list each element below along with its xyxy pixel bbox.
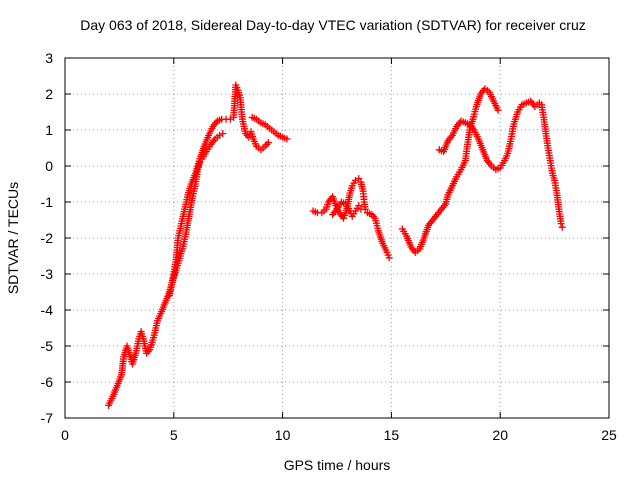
data-point — [357, 205, 365, 213]
data-series — [398, 85, 566, 256]
data-points — [105, 81, 566, 409]
data-point — [494, 106, 502, 114]
data-series — [105, 130, 227, 409]
y-tick-label: -2 — [41, 230, 54, 246]
y-tick-label: -6 — [41, 374, 54, 390]
y-tick-label: -3 — [41, 266, 54, 282]
data-series — [309, 175, 393, 262]
x-tick-label: 0 — [61, 427, 69, 443]
data-point — [219, 130, 227, 138]
y-tick-label: -5 — [41, 338, 54, 354]
x-axis-label: GPS time / hours — [284, 457, 391, 473]
data-series — [248, 113, 291, 143]
x-tick-label: 15 — [384, 427, 400, 443]
x-tick-label: 25 — [601, 427, 617, 443]
y-tick-label: 3 — [45, 50, 53, 66]
data-point — [557, 220, 565, 228]
data-point — [385, 254, 393, 262]
x-tick-label: 10 — [275, 427, 291, 443]
data-point — [283, 135, 291, 143]
y-tick-label: -7 — [41, 410, 54, 426]
y-tick-label: 0 — [45, 158, 53, 174]
data-point — [355, 175, 363, 183]
data-point — [558, 223, 566, 231]
x-tick-label: 20 — [492, 427, 508, 443]
grid-lines — [65, 58, 609, 418]
y-tick-labels: -7 -6 -5 -4 -3 -2 -1 0 1 2 3 — [41, 50, 54, 426]
plot-frame — [64, 57, 610, 419]
data-point — [355, 202, 363, 210]
y-tick-label: -4 — [41, 302, 54, 318]
y-tick-label: -1 — [41, 194, 54, 210]
x-tick-labels: 0 5 10 15 20 25 — [61, 427, 617, 443]
chart-title: Day 063 of 2018, Sidereal Day-to-day VTE… — [80, 17, 586, 33]
y-axis-label: SDTVAR / TECUs — [5, 182, 21, 294]
y-tick-label: 2 — [45, 86, 53, 102]
x-tick-label: 5 — [170, 427, 178, 443]
data-series — [165, 81, 272, 300]
y-tick-label: 1 — [45, 122, 53, 138]
data-point — [264, 139, 272, 147]
